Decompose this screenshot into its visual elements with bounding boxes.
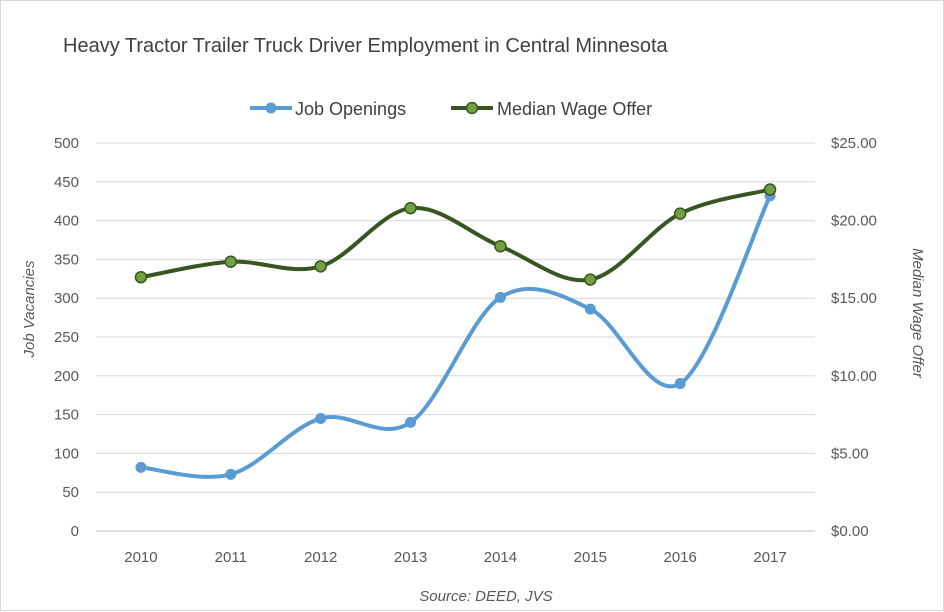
data-point-median-wage-offer-2014	[494, 239, 507, 253]
left-tick-label: 0	[71, 523, 79, 540]
left-axis-title: Job Vacancies	[21, 260, 38, 359]
gridlines	[96, 142, 815, 532]
left-tick-label: 150	[54, 407, 79, 424]
data-point-median-wage-offer-2016	[673, 207, 687, 220]
left-tick-label: 350	[54, 251, 79, 268]
right-tick-label: $10.00	[831, 368, 877, 385]
x-tick-label: 2010	[124, 549, 157, 566]
chart-title: Heavy Tractor Trailer Truck Driver Emplo…	[63, 35, 669, 57]
data-point-median-wage-offer-2011	[224, 255, 238, 268]
x-tick-label: 2013	[394, 549, 427, 566]
left-tick-label: 500	[54, 135, 79, 152]
legend: Job Openings Median Wage Offer	[250, 99, 652, 119]
legend-item-job-openings: Job Openings	[250, 99, 406, 119]
x-axis-ticks: 2010 2011 2012 2013 2014 2015 2016 2017	[124, 549, 787, 566]
data-point-job-openings-2010	[135, 461, 147, 473]
left-tick-label: 450	[54, 174, 79, 191]
left-tick-label: 100	[54, 445, 79, 462]
data-point-median-wage-offer-2012	[314, 260, 327, 273]
right-axis-title: Median Wage Offer	[909, 248, 926, 379]
left-tick-label: 50	[62, 484, 79, 501]
data-point-median-wage-offer-2010	[134, 270, 148, 284]
legend-item-median-wage: Median Wage Offer	[451, 99, 652, 119]
left-axis-ticks: 0 50 100 150 200 250 300 350 400 450 500	[54, 135, 79, 540]
legend-label-job-openings: Job Openings	[295, 99, 406, 119]
x-tick-label: 2016	[664, 549, 697, 566]
x-tick-label: 2011	[215, 549, 247, 566]
data-point-job-openings-2015	[584, 303, 596, 315]
left-tick-label: 250	[54, 329, 79, 346]
right-tick-label: $20.00	[831, 213, 877, 230]
series-line-median-wage-offer	[138, 187, 773, 283]
source-note: Source: DEED, JVS	[419, 588, 552, 605]
right-tick-label: $15.00	[831, 290, 877, 307]
data-point-job-openings-2013	[405, 416, 417, 428]
right-tick-label: $0.00	[831, 523, 869, 540]
data-point-job-openings-2011	[225, 468, 237, 480]
data-point-job-openings-2012	[315, 412, 327, 424]
left-tick-label: 300	[54, 290, 79, 307]
x-tick-label: 2012	[304, 549, 337, 566]
series-line-job-openings	[138, 193, 773, 479]
legend-marker-job-openings	[265, 102, 277, 114]
data-point-job-openings-2014	[494, 291, 506, 303]
data-point-median-wage-offer-2015	[584, 273, 597, 286]
left-tick-label: 200	[54, 368, 79, 385]
data-point-median-wage-offer-2017	[763, 183, 777, 196]
legend-label-median-wage: Median Wage Offer	[497, 99, 652, 119]
right-tick-label: $25.00	[831, 135, 877, 152]
x-tick-label: 2014	[484, 549, 517, 566]
x-tick-label: 2015	[574, 549, 607, 566]
data-point-job-openings-2016	[674, 378, 686, 390]
data-point-median-wage-offer-2013	[404, 201, 417, 215]
right-axis-ticks: $0.00 $5.00 $10.00 $15.00 $20.00 $25.00	[831, 135, 877, 540]
left-tick-label: 400	[54, 213, 79, 230]
series	[134, 183, 777, 480]
x-tick-label: 2017	[753, 549, 786, 566]
right-tick-label: $5.00	[831, 445, 869, 462]
legend-marker-median-wage	[465, 101, 479, 115]
